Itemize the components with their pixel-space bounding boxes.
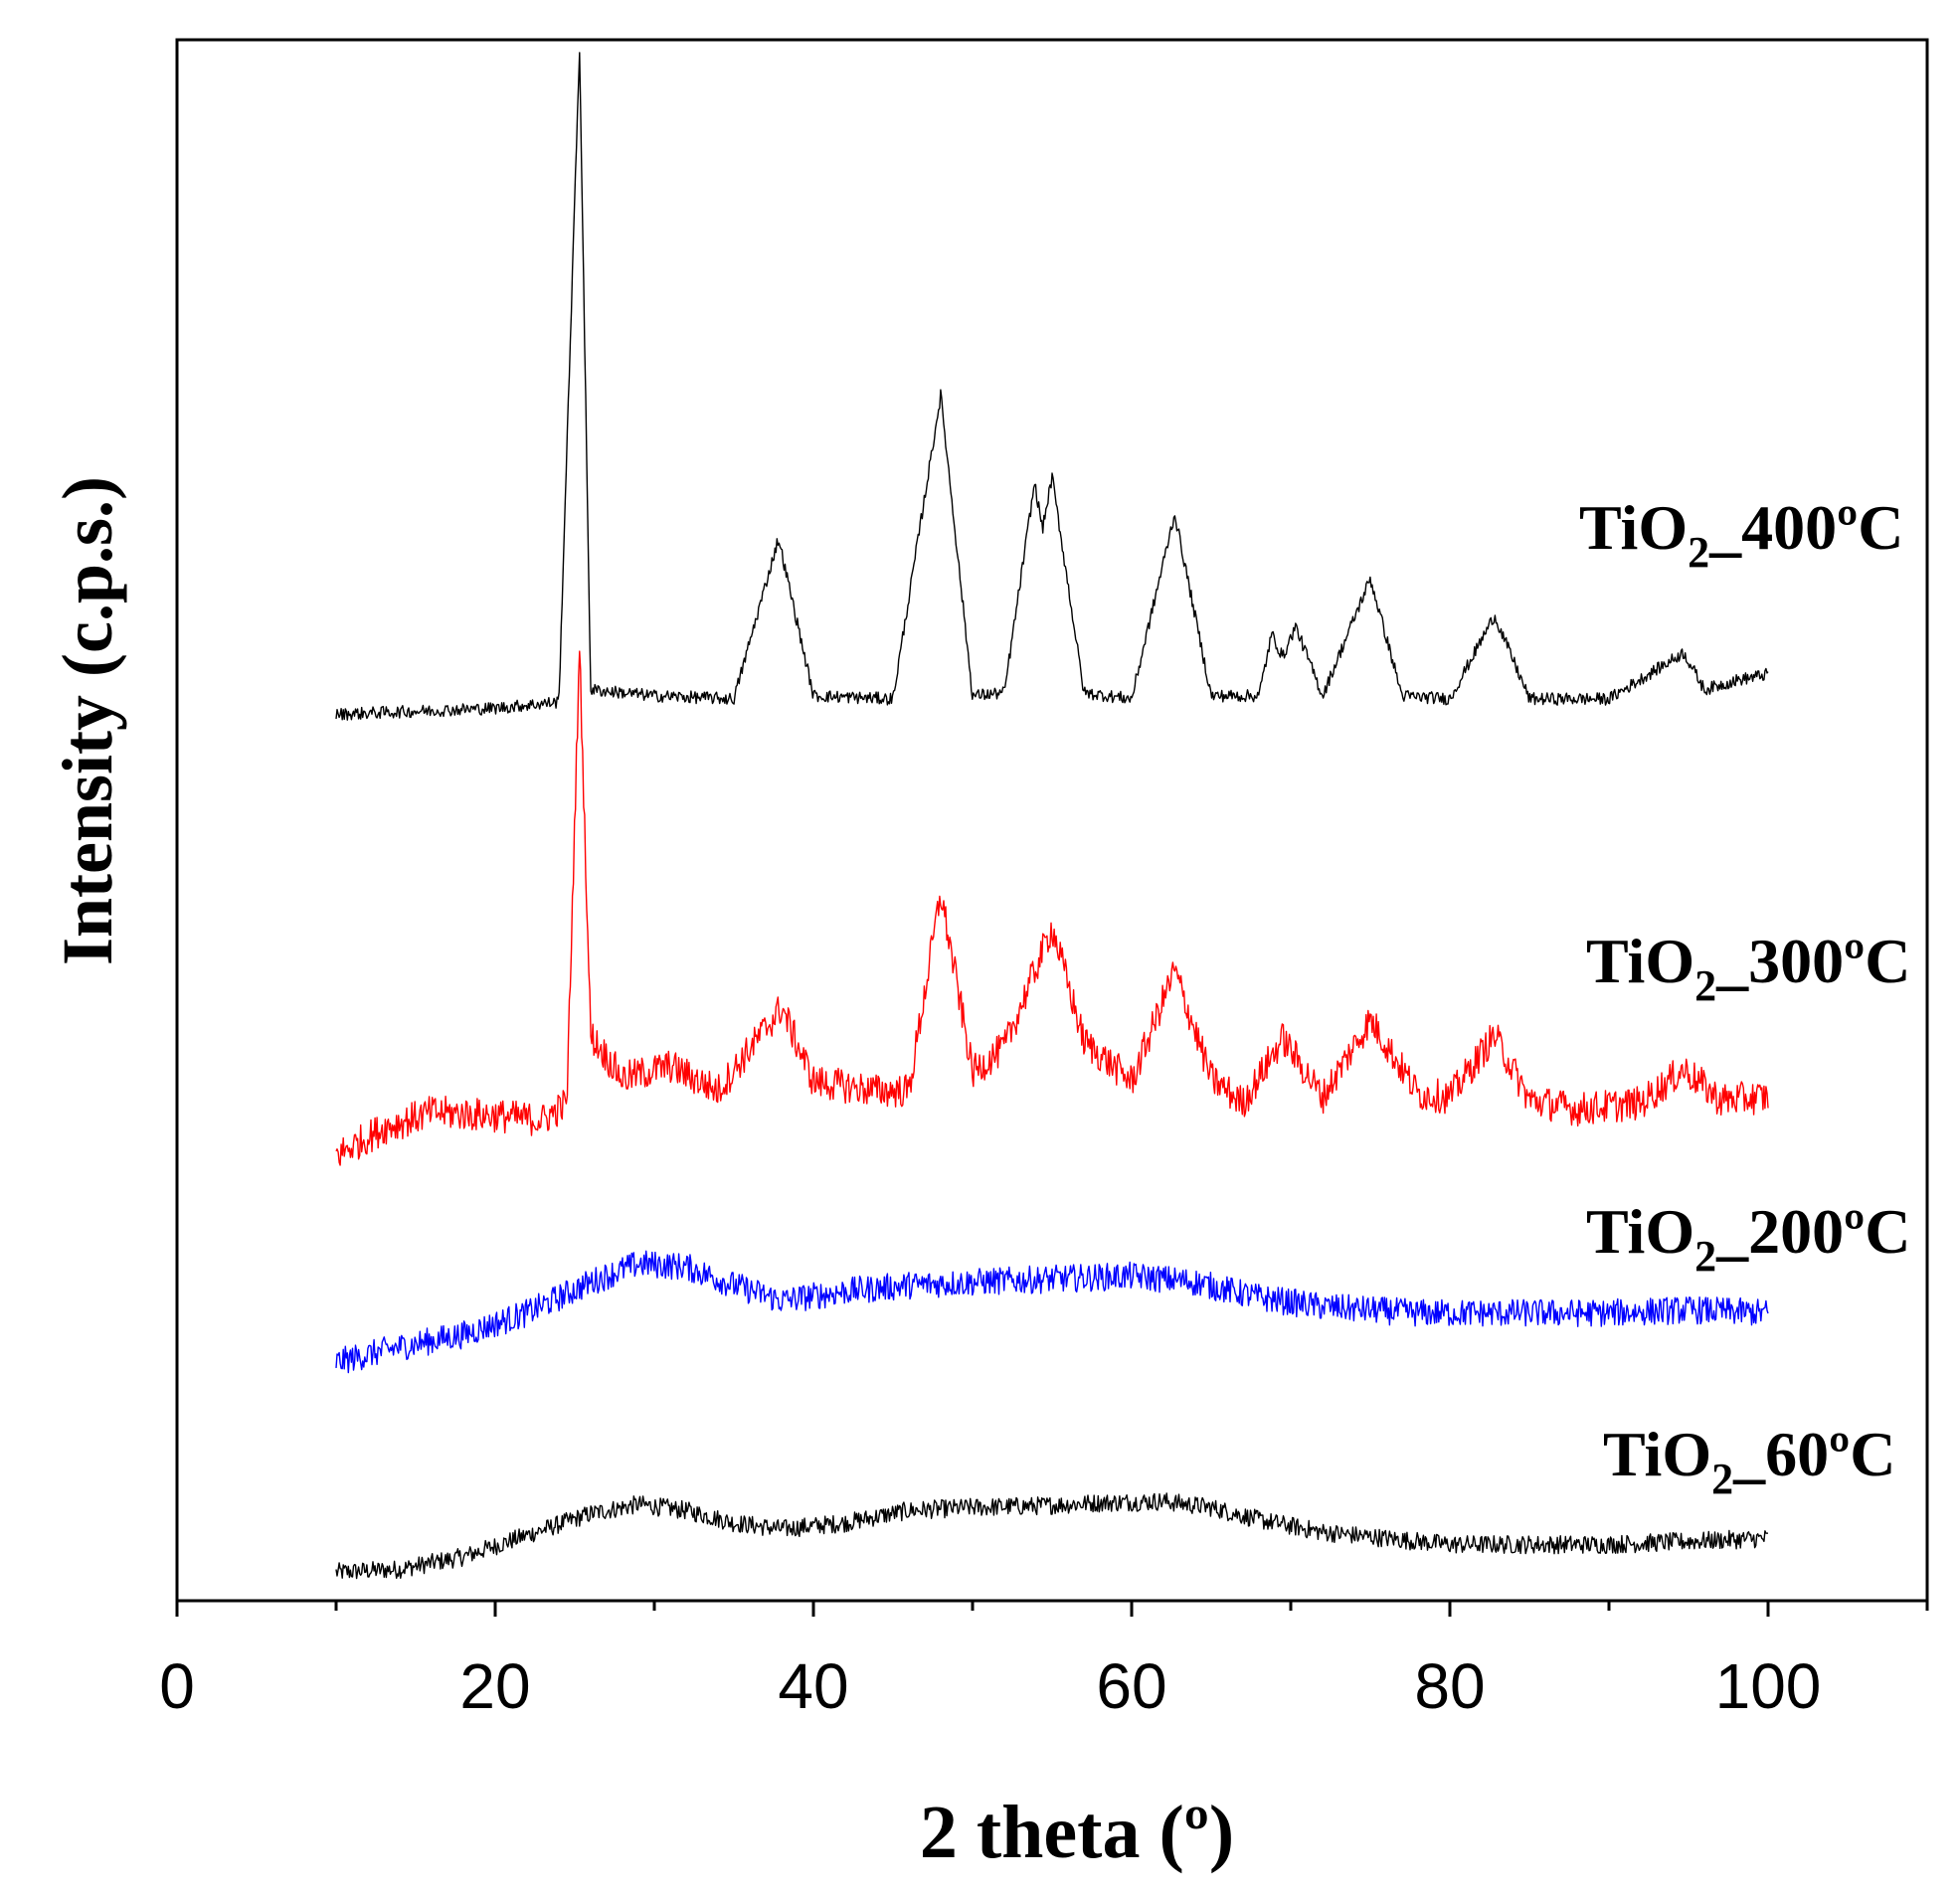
x-tick-label: 100	[1715, 1650, 1822, 1722]
x-tick-label: 20	[459, 1650, 530, 1722]
series-label-1: TiO2_60ºC	[1603, 1419, 1895, 1503]
series-label-2: TiO2_200ºC	[1586, 1196, 1910, 1281]
series-line-2	[335, 1250, 1769, 1374]
series-label-3: TiO2_300ºC	[1586, 926, 1910, 1010]
series-line-4	[335, 52, 1769, 721]
series-layer	[335, 52, 1769, 1580]
x-axis-title: 2 theta (º)	[920, 1791, 1234, 1874]
x-axis-ticks: 0 20 40 60 80 100	[159, 1601, 1929, 1722]
y-axis-title: Intensity (c.p.s.)	[48, 476, 127, 965]
x-tick-label: 80	[1414, 1650, 1485, 1722]
series-line-1	[335, 1492, 1769, 1580]
x-tick-label: 60	[1096, 1650, 1166, 1722]
series-label-4: TiO2_400ºC	[1579, 492, 1903, 577]
plot-frame	[175, 38, 1929, 1603]
series-labels: TiO2_60ºC TiO2_200ºC TiO2_300ºC TiO2_400ºC	[1579, 492, 1910, 1503]
series-line-3	[335, 650, 1769, 1166]
x-tick-label: 0	[159, 1650, 195, 1722]
x-tick-label: 40	[778, 1650, 848, 1722]
